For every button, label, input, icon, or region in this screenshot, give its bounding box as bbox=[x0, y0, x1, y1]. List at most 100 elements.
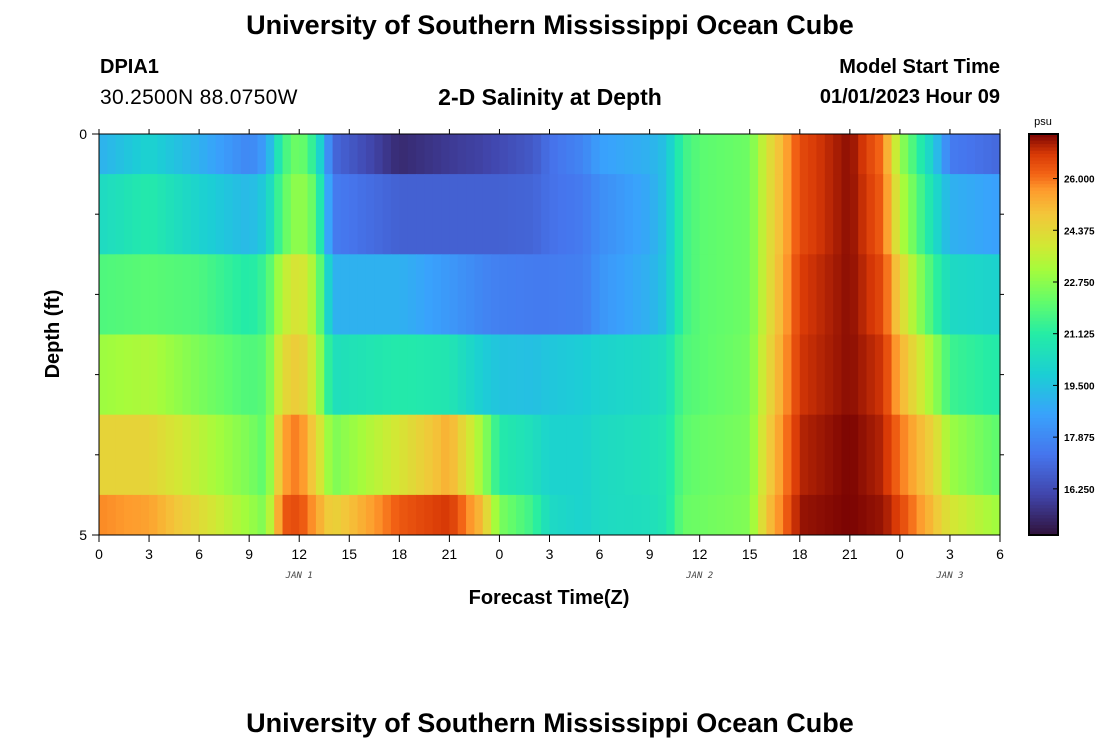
heatmap-cell bbox=[616, 134, 626, 175]
heatmap-cell bbox=[758, 414, 767, 496]
colorbar-segment bbox=[1029, 204, 1058, 209]
colorbar-segment bbox=[1029, 461, 1058, 466]
heatmap-cell bbox=[708, 334, 717, 416]
heatmap-cell bbox=[624, 414, 634, 496]
heatmap-cell bbox=[549, 134, 559, 175]
heatmap-cell bbox=[791, 334, 801, 416]
colorbar-segment bbox=[1029, 281, 1058, 285]
colorbar-segment bbox=[1029, 341, 1058, 346]
heatmap-cell bbox=[849, 174, 859, 255]
colorbar-segment bbox=[1029, 217, 1058, 222]
heatmap-cell bbox=[574, 134, 584, 175]
colorbar-segment bbox=[1029, 140, 1058, 145]
colorbar-segment bbox=[1029, 481, 1058, 486]
heatmap-cell bbox=[232, 334, 242, 416]
heatmap-cell bbox=[357, 254, 367, 335]
heatmap-cell bbox=[566, 134, 576, 175]
heatmap-cell bbox=[449, 174, 459, 255]
heatmap-cell bbox=[758, 134, 767, 175]
heatmap-cell bbox=[399, 414, 409, 496]
heatmap-cell bbox=[157, 134, 167, 175]
colorbar-segment bbox=[1029, 428, 1058, 433]
colorbar-segment bbox=[1029, 454, 1058, 459]
heatmap-cell bbox=[641, 254, 651, 335]
heatmap-cell bbox=[466, 174, 476, 255]
heatmap-cell bbox=[207, 494, 217, 536]
heatmap-cell bbox=[883, 334, 893, 416]
colorbar-segment bbox=[1029, 421, 1058, 426]
heatmap-cell bbox=[624, 134, 634, 175]
heatmap-cell bbox=[532, 494, 542, 536]
heatmap-cell bbox=[816, 494, 826, 536]
colorbar-tick-label: 22.750 bbox=[1064, 278, 1095, 289]
heatmap-cell bbox=[891, 254, 901, 335]
heatmap-cell bbox=[115, 254, 125, 335]
heatmap-cell bbox=[866, 414, 876, 496]
heatmap-cell bbox=[474, 494, 484, 536]
heatmap-cell bbox=[666, 134, 676, 175]
heatmap-cell bbox=[741, 254, 751, 335]
heatmap-cell bbox=[232, 134, 242, 175]
heatmap-cell bbox=[958, 494, 968, 536]
heatmap-cell bbox=[632, 334, 642, 416]
colorbar-segment bbox=[1029, 351, 1058, 356]
colorbar-segment bbox=[1029, 434, 1058, 439]
x-tick-label: 6 bbox=[596, 546, 604, 562]
heatmap-cell bbox=[574, 494, 584, 536]
heatmap-cell bbox=[349, 254, 359, 335]
heatmap-cell bbox=[215, 494, 225, 536]
heatmap-cell bbox=[783, 334, 793, 416]
colorbar-tick-label: 19.500 bbox=[1064, 381, 1095, 392]
heatmap-cell bbox=[824, 134, 834, 175]
heatmap-cell bbox=[532, 414, 542, 496]
heatmap-cell bbox=[874, 334, 884, 416]
heatmap-cell bbox=[499, 414, 509, 496]
colorbar-segment bbox=[1029, 154, 1058, 158]
heatmap-cell bbox=[649, 254, 659, 335]
heatmap-cell bbox=[607, 174, 617, 255]
heatmap-cell bbox=[516, 174, 526, 255]
heatmap-cell bbox=[841, 494, 851, 536]
colorbar-segment bbox=[1029, 160, 1058, 165]
heatmap-cell bbox=[499, 334, 509, 416]
heatmap-cell bbox=[190, 334, 200, 416]
heatmap-cell bbox=[949, 254, 959, 335]
colorbar-segment bbox=[1029, 508, 1058, 513]
heatmap-cell bbox=[799, 494, 809, 536]
heatmap-cell bbox=[808, 414, 818, 496]
heatmap-cell bbox=[582, 414, 592, 496]
heatmap-cell bbox=[190, 494, 200, 536]
axis-ticks: 0 3 6 9 12 15 18 21 0 3 6 9 12 15 18 21 0 3 6 JAN 1 JAN 2 JAN… bbox=[79, 126, 1004, 581]
heatmap-cell bbox=[574, 414, 584, 496]
heatmap-cell bbox=[733, 494, 742, 536]
heatmap-cell bbox=[733, 254, 742, 335]
heatmap-cell bbox=[641, 134, 651, 175]
colorbar-segment bbox=[1029, 207, 1058, 212]
colorbar-tick-label: 26.000 bbox=[1064, 175, 1095, 186]
heatmap-cell bbox=[966, 494, 976, 536]
heatmap-cell bbox=[332, 254, 342, 335]
heatmap-cell bbox=[933, 414, 943, 496]
heatmap-cell bbox=[741, 494, 751, 536]
heatmap-cell bbox=[783, 494, 793, 536]
heatmap-cell bbox=[340, 174, 350, 255]
heatmap-cell bbox=[441, 254, 450, 335]
heatmap-cell bbox=[282, 414, 292, 496]
heatmap-cell bbox=[616, 254, 626, 335]
heatmap-cell bbox=[282, 494, 292, 536]
heatmap-cell bbox=[441, 494, 450, 536]
heatmap-cell bbox=[716, 174, 726, 255]
heatmap-cell bbox=[858, 254, 868, 335]
colorbar-segment bbox=[1029, 170, 1058, 175]
date-label: JAN 2 bbox=[685, 571, 713, 581]
heatmap-cell bbox=[365, 494, 375, 536]
colorbar-segment bbox=[1029, 521, 1058, 526]
heatmap-cell bbox=[416, 134, 425, 175]
heatmap-cell bbox=[132, 334, 142, 416]
heatmap-cell bbox=[215, 254, 225, 335]
colorbar-segment bbox=[1029, 528, 1058, 533]
heatmap-cell bbox=[549, 254, 559, 335]
heatmap-cell bbox=[866, 494, 876, 536]
heatmap-cell bbox=[516, 494, 526, 536]
heatmap-cell bbox=[249, 494, 259, 536]
